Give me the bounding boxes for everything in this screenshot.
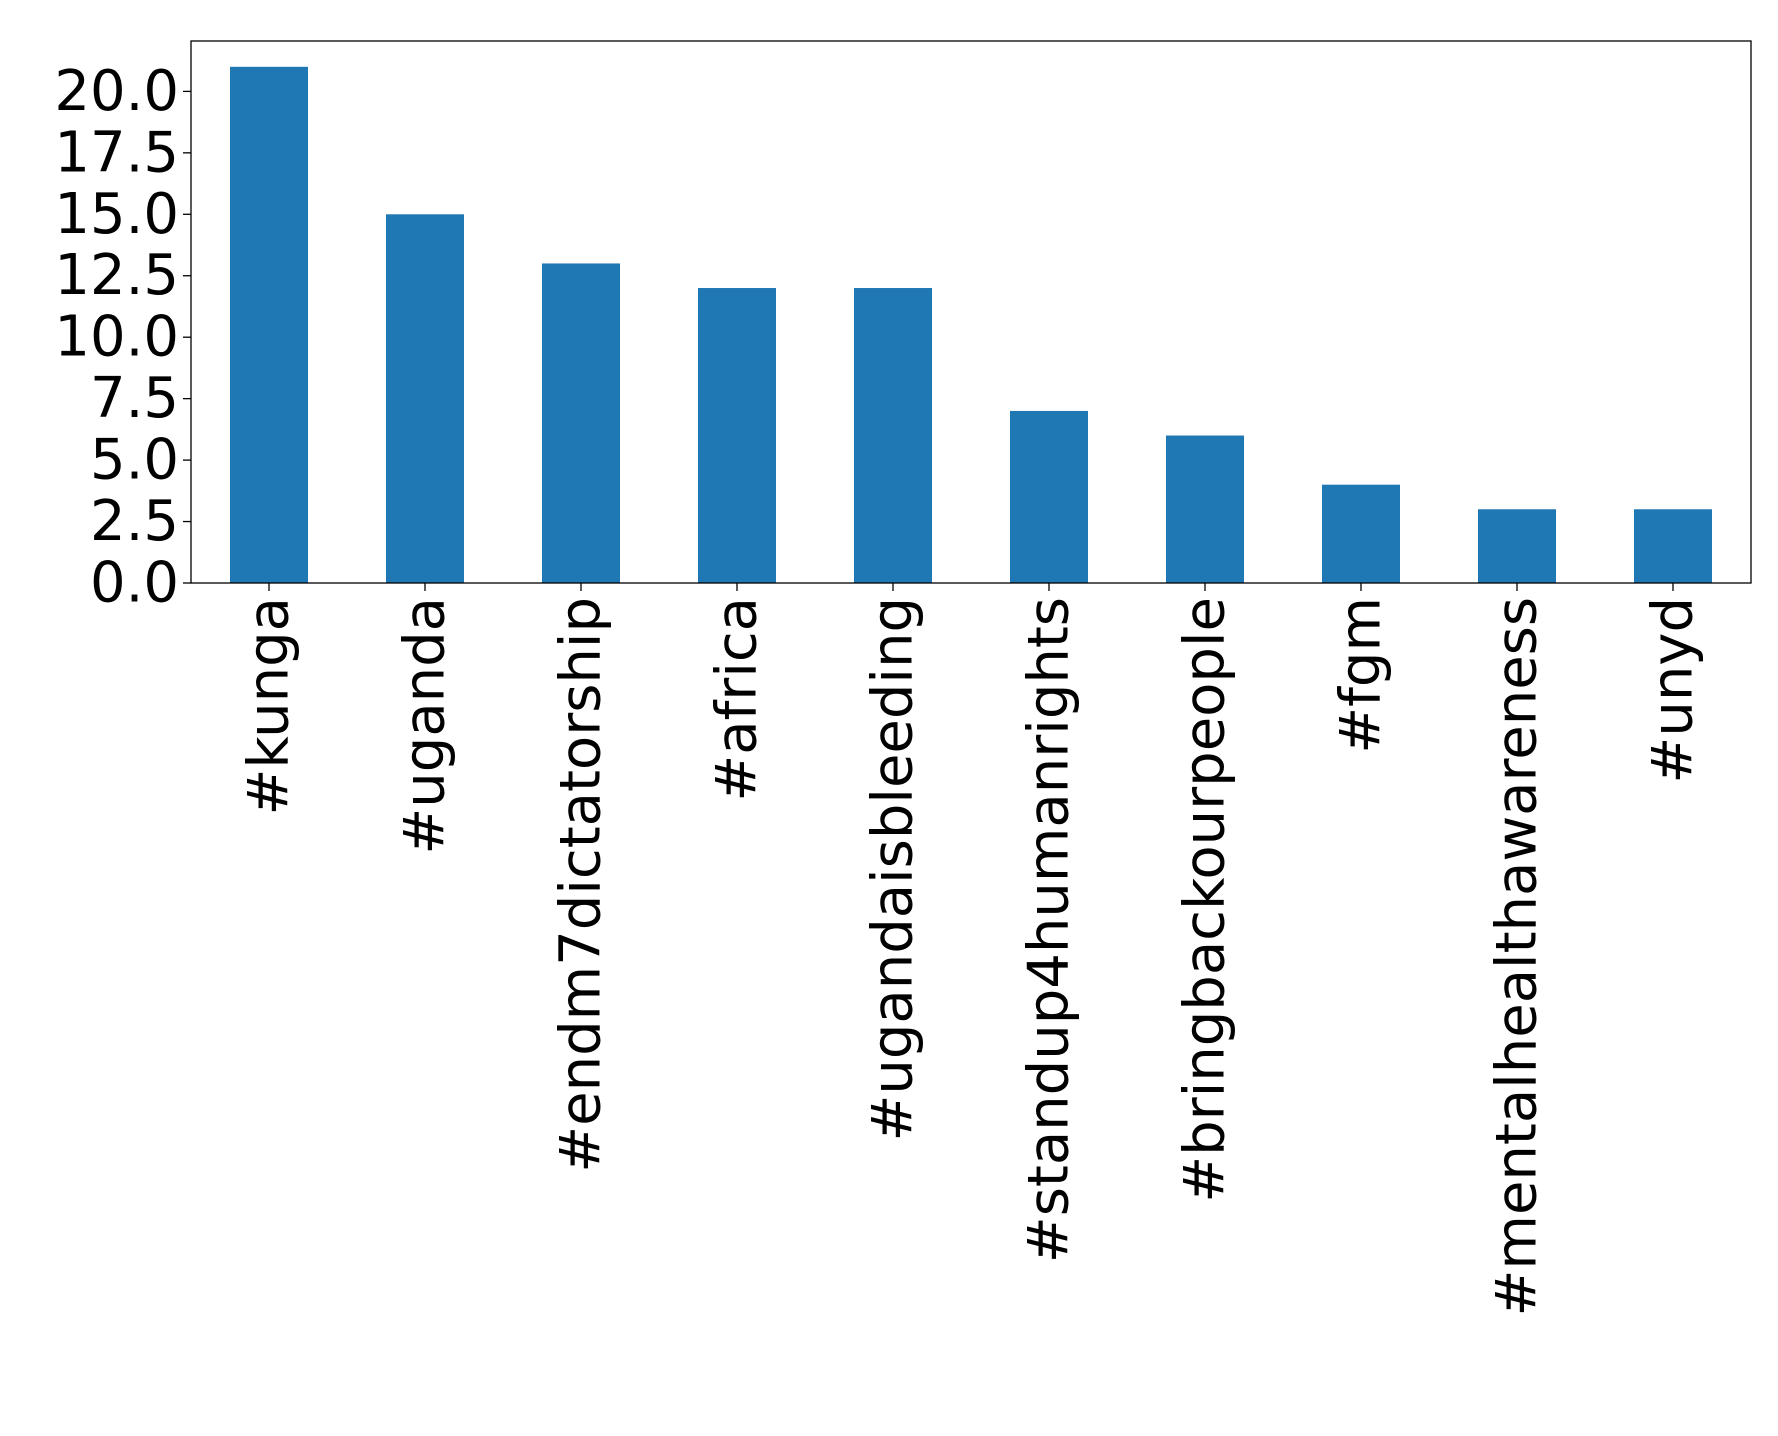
x-axis: #kunga #uganda #endm7dictatorship #africa #u… xyxy=(237,583,1706,1317)
bar-ugandaisbleeding xyxy=(854,288,932,583)
bars-layer xyxy=(230,66,1712,584)
x-tick-label: #standup4humanrights xyxy=(1017,597,1082,1263)
bar-mentalhealthawareness xyxy=(1478,509,1556,583)
y-tick-label: 2.5 xyxy=(90,489,179,554)
bar-unyd xyxy=(1634,509,1712,583)
x-tick-label: #endm7dictatorship xyxy=(549,597,614,1173)
bar-standup4humanrights xyxy=(1010,410,1088,583)
y-tick-label: 17.5 xyxy=(54,120,179,185)
bar-fgm xyxy=(1322,484,1400,583)
x-tick-label: #uganda xyxy=(393,597,458,855)
bar-africa xyxy=(698,288,776,583)
y-tick-label: 7.5 xyxy=(90,366,179,431)
x-tick-label: #africa xyxy=(705,597,770,802)
bar-kunga xyxy=(230,66,308,583)
x-tick-label: #mentalhealthawareness xyxy=(1485,597,1550,1317)
plot-frame xyxy=(190,40,1752,584)
bar-uganda xyxy=(386,214,464,584)
y-tick-label: 0.0 xyxy=(90,551,179,616)
bar-bringbackourpeople xyxy=(1166,435,1244,583)
x-tick-label: #fgm xyxy=(1329,597,1394,754)
x-tick-label: #ugandaisbleeding xyxy=(861,597,926,1142)
y-tick-label: 5.0 xyxy=(90,428,179,493)
y-tick-label: 12.5 xyxy=(54,243,179,308)
y-tick-label: 15.0 xyxy=(54,182,179,247)
y-tick-label: 20.0 xyxy=(54,59,179,124)
y-axis: 0.02.55.07.510.012.515.017.520.0 xyxy=(54,59,191,616)
x-tick-label: #kunga xyxy=(237,597,302,815)
y-tick-label: 10.0 xyxy=(54,305,179,370)
x-tick-label: #bringbackourpeople xyxy=(1173,597,1238,1203)
x-tick-label: #unyd xyxy=(1641,597,1706,784)
bar-endm7dictatorship xyxy=(542,263,620,583)
